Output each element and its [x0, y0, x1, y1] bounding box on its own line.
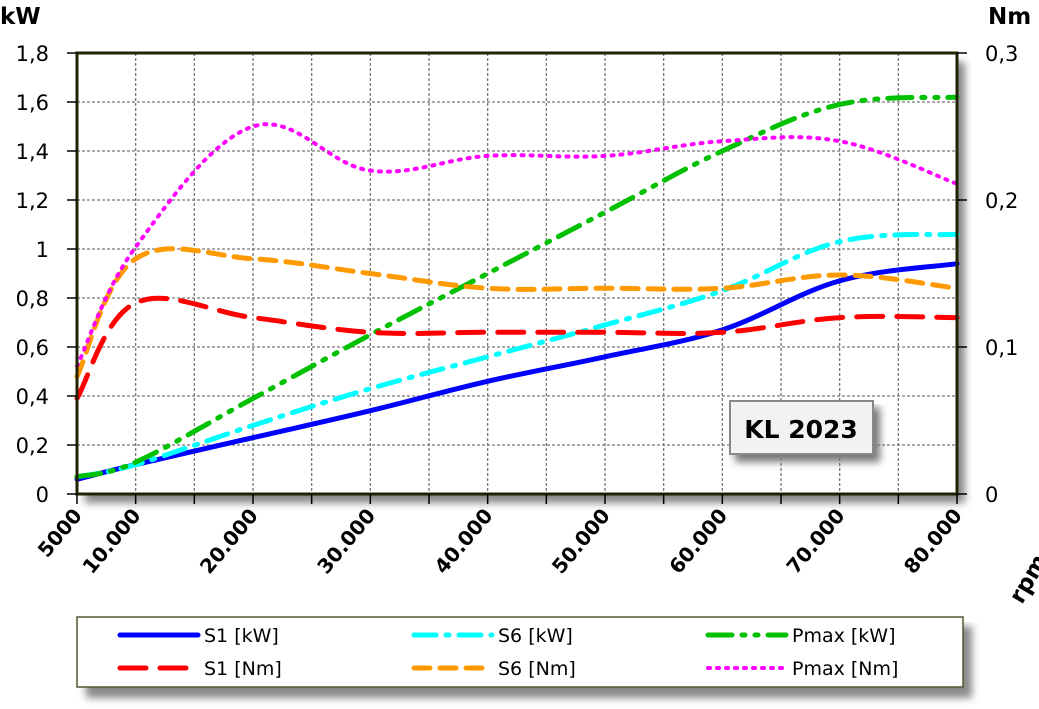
legend-item: S6 [Nm] [411, 658, 576, 680]
y-left-tick-label: 1,4 [16, 140, 49, 164]
y-left-tick-label: 1,8 [16, 42, 49, 66]
legend: S1 [kW] S6 [kW] Pmax [kW] S1 [Nm] S6 [Nm] Pma… [76, 616, 972, 698]
y-left-tick-label: 1,2 [16, 189, 49, 213]
x-unit: rpm [1005, 550, 1039, 608]
legend-label: S6 [kW] [498, 625, 573, 647]
x-tick-label: 70.000 [781, 504, 849, 579]
y-left-tick-label: 0,4 [16, 385, 49, 409]
y-left-tick-label: 1,6 [16, 91, 49, 115]
x-tick-label: 80.000 [899, 504, 967, 579]
annotation-box: KL 2023 [729, 400, 880, 462]
y-right-tick-label: 0,1 [985, 336, 1018, 360]
y-left-tick-label: 0,2 [16, 434, 49, 458]
legend-item: S1 [Nm] [117, 658, 282, 680]
legend-item: S1 [kW] [117, 625, 279, 647]
x-tick-label: 30.000 [312, 504, 380, 579]
legend-label: Pmax [Nm] [792, 658, 898, 680]
series-line-pmax-nm [75, 122, 959, 369]
y-left-tick-label: 0,8 [16, 287, 49, 311]
legend-label: S6 [Nm] [498, 658, 576, 680]
y-right-tick-label: 0,2 [985, 189, 1018, 213]
y-left-tick-label: 1 [36, 238, 49, 262]
x-tick-label: 50.000 [547, 504, 615, 579]
legend-item: Pmax [Nm] [706, 658, 898, 680]
y-left-unit: kW [0, 4, 41, 30]
y-left-tick-label: 0,6 [16, 336, 49, 360]
x-tick-label: 60.000 [664, 504, 732, 579]
plot-frame [75, 51, 959, 496]
series-line-s1-nm [74, 295, 960, 401]
legend-label: S1 [kW] [204, 625, 279, 647]
legend-label: S1 [Nm] [204, 658, 282, 680]
annotation-text: KL 2023 [744, 415, 858, 444]
y-right-unit: Nm [988, 4, 1031, 30]
y-left-tick-label: 0 [36, 483, 49, 507]
x-tick-label: 20.000 [195, 504, 263, 579]
x-tick-label: 5000 [33, 504, 87, 562]
series-lines [74, 94, 960, 482]
y-right-tick-label: 0 [985, 483, 998, 507]
y-right-tick-label: 0,3 [985, 42, 1018, 66]
x-tick-label: 40.000 [429, 504, 497, 579]
legend-item: Pmax [kW] [705, 625, 896, 647]
series-line-s6-kw [74, 231, 960, 480]
series-line-s6-nm [74, 246, 960, 379]
legend-label: Pmax [kW] [792, 625, 896, 647]
series-line-s1-kw [74, 261, 960, 482]
series-line-pmax-kw [74, 94, 960, 480]
legend-item: S6 [kW] [411, 625, 573, 647]
x-tick-label: 10.000 [77, 504, 145, 579]
